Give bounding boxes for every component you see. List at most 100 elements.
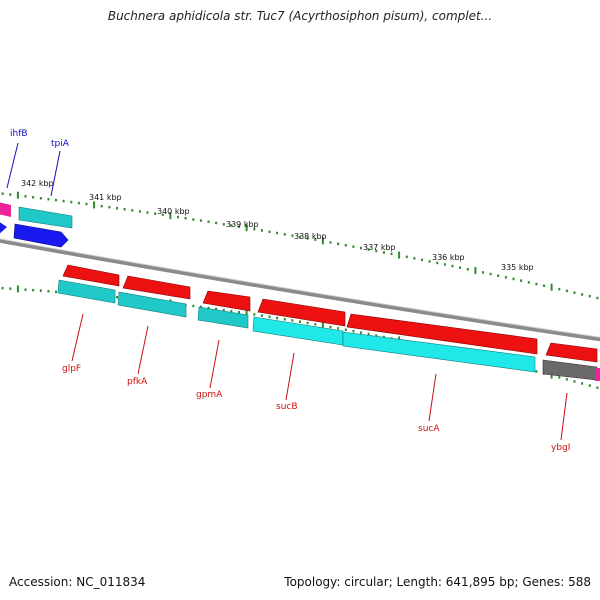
outer-minor-tick [55, 198, 57, 202]
outer-minor-tick [70, 200, 73, 204]
outer-minor-tick [527, 281, 530, 284]
inner-minor-tick [360, 331, 362, 334]
leader-sucB [285, 352, 295, 401]
feature-forward-cds-left[interactable] [0, 221, 7, 235]
accession-text: Accession: NC_011834 [9, 575, 146, 589]
outer-minor-tick [543, 284, 545, 287]
outer-minor-tick [276, 231, 279, 235]
outer-minor-tick [443, 263, 446, 266]
inner-minor-tick [558, 376, 561, 379]
gene-label-pfkA[interactable]: pfkA [127, 377, 148, 387]
outer-minor-tick [520, 279, 523, 282]
feature-reverse-cds-sucB[interactable] [257, 298, 346, 327]
outer-minor-tick [238, 225, 240, 228]
gene-label-tpiA[interactable]: tpiA [51, 139, 70, 149]
outer-minor-tick [314, 238, 317, 241]
inner-minor-tick [596, 386, 599, 389]
feature-reverse-rna-3[interactable] [197, 306, 249, 329]
outer-tick-row [1, 191, 599, 300]
inner-minor-tick [192, 304, 195, 308]
scale-label-336: 336 kbp [432, 253, 465, 262]
inner-minor-tick [32, 288, 35, 292]
feature-forward-pink[interactable] [0, 202, 11, 217]
outer-minor-tick [504, 276, 507, 279]
outer-minor-tick [9, 193, 12, 196]
inner-minor-tick [253, 313, 256, 316]
feature-reverse-pink-edge[interactable] [595, 368, 600, 381]
outer-minor-tick [565, 289, 568, 293]
feature-reverse-cds-pfkA[interactable] [122, 275, 191, 300]
inner-minor-tick [283, 318, 286, 321]
inner-minor-tick [375, 334, 378, 337]
inner-major-tick [245, 309, 248, 317]
outer-minor-tick [24, 195, 27, 198]
outer-minor-tick [489, 272, 492, 276]
outer-minor-tick [154, 212, 157, 215]
inner-minor-tick [238, 311, 240, 314]
gene-label-ybgI[interactable]: ybgI [551, 443, 570, 453]
outer-minor-tick [116, 207, 118, 210]
feature-reverse-rna-5[interactable] [342, 331, 536, 373]
inner-minor-tick [588, 384, 591, 387]
outer-minor-tick [512, 277, 515, 281]
inner-minor-tick [573, 380, 576, 383]
inner-minor-tick [260, 314, 263, 317]
outer-minor-tick [260, 229, 263, 232]
map-title: Buchnera aphidicola str. Tuc7 (Acyrthosi… [107, 9, 493, 23]
outer-minor-tick [459, 266, 462, 269]
inner-minor-tick [230, 309, 233, 313]
outer-minor-tick [535, 282, 538, 286]
inner-minor-tick [222, 308, 225, 312]
feature-reverse-cds-sucA[interactable] [346, 313, 538, 355]
inner-minor-tick [299, 320, 301, 323]
inner-minor-tick [314, 323, 317, 326]
outer-major-tick [93, 201, 96, 209]
outer-minor-tick [329, 241, 332, 244]
inner-minor-tick [306, 321, 309, 325]
inner-minor-tick [207, 306, 210, 310]
inner-minor-tick [47, 290, 50, 293]
inner-minor-tick [9, 287, 12, 290]
outer-minor-tick [253, 227, 256, 231]
feature-reverse-cds-ybgI[interactable] [545, 342, 598, 363]
gene-label-sucA[interactable]: sucA [418, 424, 440, 434]
scale-label-338: 338 kbp [294, 232, 327, 241]
outer-major-tick [245, 224, 248, 232]
gene-label-gpmA[interactable]: gpmA [196, 390, 223, 400]
inner-minor-tick [352, 329, 355, 333]
leader-sucA [428, 373, 437, 422]
outer-minor-tick [199, 219, 202, 222]
outer-minor-tick [352, 245, 355, 248]
genome-summary-text: Topology: circular; Length: 641,895 bp; … [284, 575, 591, 589]
leader-tpiA [50, 150, 61, 197]
leader-glpF [71, 313, 84, 362]
inner-minor-tick [1, 286, 4, 290]
inner-minor-tick [329, 325, 332, 329]
outer-minor-tick [32, 196, 35, 199]
outer-minor-tick [1, 192, 4, 195]
inner-minor-tick [337, 327, 340, 330]
outer-minor-tick [344, 244, 347, 247]
outer-minor-tick [466, 268, 469, 271]
feature-reverse-rna-1[interactable] [57, 279, 116, 304]
inner-minor-tick [215, 307, 218, 311]
outer-minor-tick [192, 218, 195, 221]
outer-major-tick [169, 212, 172, 220]
feature-reverse-cds-glpF[interactable] [62, 264, 120, 287]
outer-minor-tick [581, 293, 584, 296]
feature-reverse-rna-2[interactable] [117, 291, 187, 318]
outer-minor-tick [131, 209, 134, 212]
outer-minor-tick [222, 223, 225, 226]
feature-forward-rna-cyan[interactable] [18, 206, 73, 229]
outer-minor-tick [306, 237, 309, 240]
gene-label-glpF[interactable]: glpF [62, 364, 81, 374]
feature-forward-cds-blue[interactable] [13, 223, 69, 248]
gene-label-sucB[interactable]: sucB [276, 402, 298, 412]
outer-minor-tick [138, 210, 141, 213]
gene-label-ihfB[interactable]: ihfB [10, 129, 28, 139]
feature-reverse-cds-gpmA[interactable] [202, 290, 251, 312]
outer-minor-tick [291, 234, 294, 237]
inner-minor-tick [268, 315, 271, 319]
outer-major-tick [16, 191, 19, 199]
